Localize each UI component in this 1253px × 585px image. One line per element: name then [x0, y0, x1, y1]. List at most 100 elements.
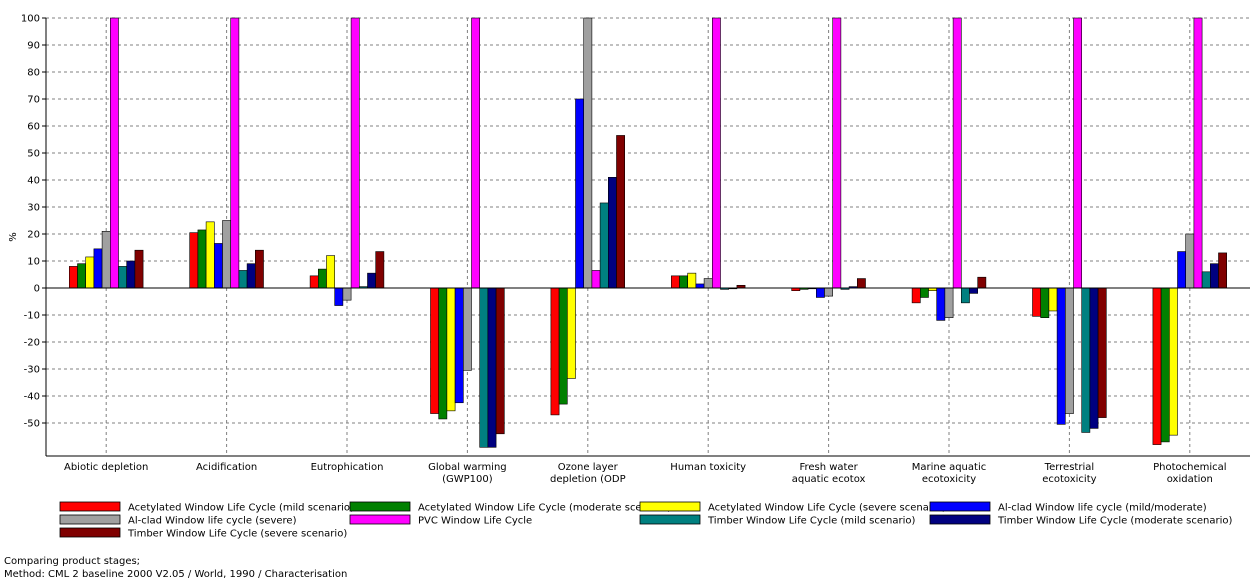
bar — [1073, 17, 1082, 289]
legend-swatch — [349, 501, 411, 512]
bar — [583, 17, 593, 289]
bar — [1185, 233, 1195, 289]
legend-label: Al-clad Window life cycle (severe) — [128, 516, 297, 527]
y-tick-label: -30 — [24, 365, 40, 376]
legend-label: Timber Window Life Cycle (moderate scena… — [997, 516, 1233, 527]
bar — [952, 17, 962, 289]
legend-label: Timber Window Life Cycle (mild scenario) — [707, 516, 915, 527]
bar — [695, 283, 705, 289]
bar — [255, 249, 264, 289]
bar — [703, 278, 713, 289]
bar — [77, 263, 86, 289]
bar — [969, 287, 978, 294]
bar — [69, 266, 78, 289]
bar — [126, 260, 136, 289]
bar — [326, 255, 335, 289]
bar — [342, 287, 352, 301]
bar — [454, 287, 464, 404]
legend: Acetylated Window Life Cycle (mild scena… — [59, 501, 1233, 540]
category-label: Terrestrial — [1044, 462, 1094, 473]
bar — [1218, 252, 1227, 289]
bar — [238, 270, 248, 289]
bar — [670, 275, 680, 289]
category-label: oxidation — [1167, 474, 1213, 485]
legend-label: Acetylated Window Life Cycle (severe sce… — [708, 503, 946, 514]
bar — [205, 221, 215, 289]
bar — [462, 287, 472, 371]
bar — [430, 287, 439, 414]
y-tick-label: -40 — [24, 392, 40, 403]
bar — [214, 243, 223, 289]
footer-line-2: Method: CML 2 baseline 2000 V2.05 / Worl… — [4, 569, 348, 580]
bar — [607, 177, 617, 289]
y-tick-label: -20 — [24, 338, 40, 349]
category-label: aquatic ecotox — [792, 474, 866, 485]
legend-swatch — [639, 501, 701, 512]
y-tick-label: 80 — [27, 68, 40, 79]
y-tick-label: 40 — [27, 176, 40, 187]
bar — [815, 287, 825, 298]
y-tick-label: 60 — [27, 122, 40, 133]
bar — [438, 287, 448, 420]
category-label: Marine aquatic — [912, 462, 986, 473]
bar — [566, 287, 576, 379]
legend-swatch — [639, 514, 701, 525]
bar — [616, 135, 625, 289]
bar — [334, 287, 344, 306]
y-tick-label: 30 — [27, 203, 40, 214]
bar — [550, 287, 560, 416]
bar — [375, 251, 385, 289]
bar — [317, 268, 327, 289]
bar — [1056, 287, 1066, 425]
bar — [679, 275, 688, 289]
legend-swatch — [929, 514, 991, 525]
bar — [1032, 287, 1041, 317]
legend-label: Timber Window Life Cycle (severe scenari… — [127, 529, 347, 540]
bar — [495, 287, 505, 435]
bar — [1210, 263, 1219, 289]
bar — [711, 17, 721, 289]
bar — [222, 220, 231, 289]
bar — [1152, 287, 1162, 445]
bar — [197, 229, 207, 289]
legend-label: PVC Window Life Cycle — [418, 516, 532, 527]
category-label: (GWP100) — [442, 474, 493, 485]
bar — [1048, 287, 1058, 312]
bar — [309, 275, 319, 289]
category-label: Human toxicity — [670, 462, 746, 473]
bar — [824, 287, 833, 297]
bar — [856, 278, 866, 289]
bar — [1097, 287, 1107, 418]
bar — [1193, 17, 1203, 289]
y-tick-label: 50 — [27, 149, 40, 160]
bar — [1169, 287, 1178, 436]
bar — [487, 287, 497, 448]
bar — [575, 98, 584, 289]
legend-swatch — [59, 501, 121, 512]
bar — [919, 287, 929, 298]
legend-label: Acetylated Window Life Cycle (mild scena… — [128, 503, 354, 514]
legend-label: Acetylated Window Life Cycle (moderate s… — [418, 503, 671, 514]
bar — [446, 287, 456, 412]
bar — [832, 17, 842, 289]
bar — [1065, 287, 1074, 414]
bar — [118, 266, 127, 289]
bar — [1160, 287, 1170, 443]
category-label: Photochemical — [1153, 462, 1226, 473]
bar — [134, 249, 144, 289]
category-label: Fresh water — [799, 462, 858, 473]
bar — [687, 272, 697, 289]
category-label: Global warming — [428, 462, 507, 473]
bar — [230, 17, 240, 289]
category-label: Ozone layer — [558, 462, 619, 473]
legend-label: Al-clad Window life cycle (mild/moderate… — [998, 503, 1207, 514]
legend-swatch — [929, 501, 991, 512]
bars — [69, 17, 1227, 448]
y-tick-label: 70 — [27, 95, 40, 106]
legend-swatch — [349, 514, 411, 525]
bar — [977, 276, 987, 289]
bar — [85, 256, 95, 289]
bar — [936, 287, 946, 321]
